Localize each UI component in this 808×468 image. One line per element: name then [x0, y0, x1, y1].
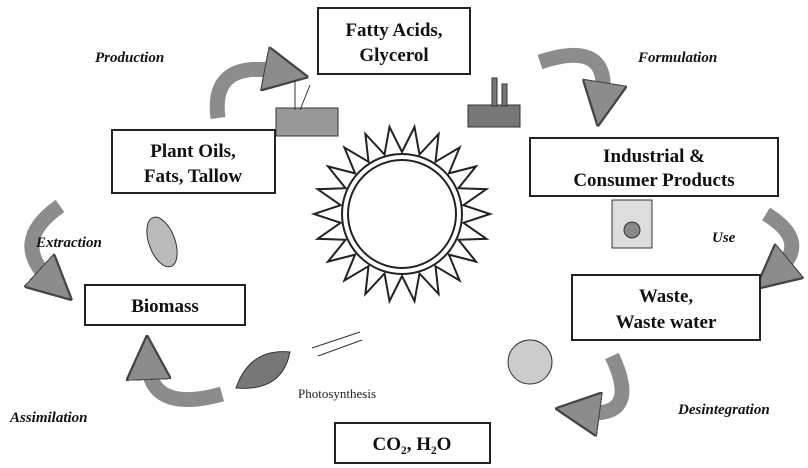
node-label: Fatty Acids, [345, 20, 442, 41]
node-label: Fats, Tallow [144, 166, 242, 187]
edge-label: Use [712, 230, 736, 246]
edge-label: Assimilation [9, 410, 88, 426]
arrow [217, 69, 282, 118]
node-label: Industrial & [603, 146, 705, 167]
arrow [766, 214, 792, 272]
icon-corn [141, 213, 183, 271]
node-label: Glycerol [359, 45, 428, 66]
icon-leaf [236, 352, 290, 389]
icon-detergent [612, 200, 652, 248]
edge-label: Formulation [637, 50, 717, 66]
icon-waste [508, 340, 552, 384]
node-label: CO₂, H₂O [373, 434, 452, 455]
arrow [582, 356, 622, 413]
edge-label: Desintegration [677, 402, 770, 418]
cycle-diagram: Fatty Acids, Glycerol Industrial & Consu… [0, 0, 808, 468]
center-label: Photosynthesis [298, 386, 376, 401]
node-label: Consumer Products [573, 170, 734, 191]
arrow [148, 362, 222, 400]
arrow [540, 55, 603, 100]
node-label: Waste water [616, 312, 717, 333]
light-rays [312, 332, 362, 356]
edge-label: Production [95, 50, 164, 66]
icon-refinery [276, 80, 338, 136]
icon-factory [468, 78, 520, 127]
node-label: Plant Oils, [150, 141, 236, 162]
sun [314, 127, 490, 301]
edge-label: Extraction [35, 235, 102, 251]
node-label: Waste, [639, 286, 694, 307]
node-label: Biomass [131, 296, 199, 317]
